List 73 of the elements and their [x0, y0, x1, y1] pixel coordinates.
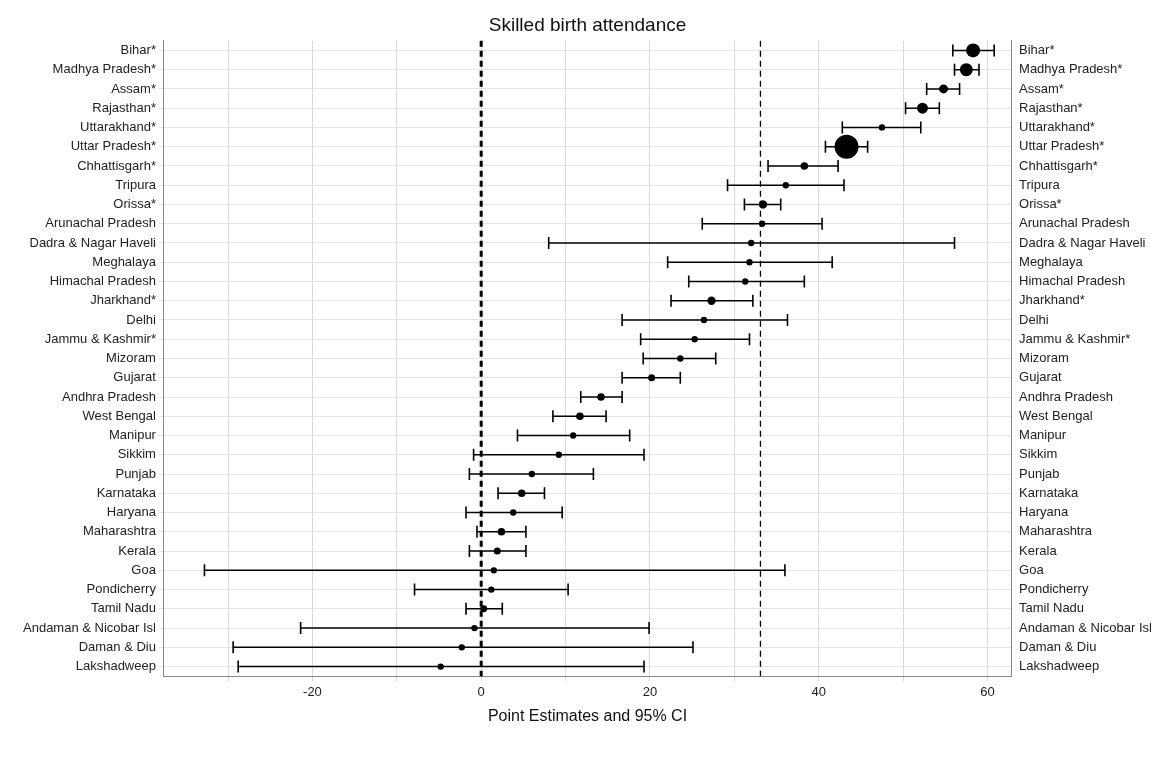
y2-tick-label: Uttarakhand*	[1019, 119, 1095, 135]
y-tick-label: Andhra Pradesh	[62, 388, 156, 404]
y-tick-label: West Bengal	[82, 407, 157, 423]
y-tick-label: Madhya Pradesh*	[52, 61, 156, 77]
y2-tick-label: Madhya Pradesh*	[1019, 61, 1123, 77]
y2-tick-label: Assam*	[1019, 80, 1064, 96]
y2-tick-label: Uttar Pradesh*	[1019, 138, 1105, 154]
y-tick-label: Goa	[131, 561, 157, 577]
y-tick-label: Punjab	[115, 465, 156, 481]
y2-tick-label: Arunachal Pradesh	[1019, 215, 1130, 231]
y2-tick-label: West Bengal	[1019, 407, 1093, 423]
y-tick-label: Dadra & Nagar Haveli	[29, 234, 157, 250]
y2-tick-label: Goa	[1019, 561, 1045, 577]
y-tick-label: Assam*	[111, 80, 156, 96]
y-tick-label: Rajasthan*	[92, 99, 156, 115]
y-tick-label: Jammu & Kashmir*	[44, 330, 156, 346]
y2-tick-label: Kerala	[1019, 542, 1058, 558]
y-tick-label: Karnataka	[96, 484, 157, 500]
y2-tick-label: Himachal Pradesh	[1019, 273, 1126, 289]
y-tick-label: Delhi	[126, 311, 157, 327]
y2-tick-label: Lakshadweep	[1019, 658, 1100, 674]
y2-tick-label: Daman & Diu	[1019, 638, 1097, 654]
y-tick-label: Lakshadweep	[75, 658, 156, 674]
y2-tick-label: Jammu & Kashmir*	[1019, 330, 1131, 346]
y-tick-label: Arunachal Pradesh	[45, 215, 156, 231]
y2-tick-label: Chhattisgarh*	[1019, 157, 1098, 173]
y2-tick-label: Punjab	[1019, 465, 1060, 481]
y-tick-label: Andaman & Nicobar Isl	[23, 619, 157, 635]
y-tick-label: Himachal Pradesh	[49, 273, 156, 289]
x-tick-label: 20	[642, 683, 658, 699]
y-tick-label: Orissa*	[113, 196, 156, 212]
y2-tick-label: Meghalaya	[1019, 253, 1084, 269]
y2-tick-label: Mizoram	[1019, 350, 1069, 366]
y2-tick-label: Rajasthan*	[1019, 99, 1083, 115]
y2-tick-label: Andaman & Nicobar Isl	[1019, 619, 1153, 635]
y-tick-label: Chhattisgarh*	[77, 157, 156, 173]
y2-tick-label: Dadra & Nagar Haveli	[1019, 234, 1146, 250]
y-tick-label: Tamil Nadu	[90, 600, 156, 616]
y-tick-label: Daman & Diu	[78, 638, 156, 654]
y-tick-label: Haryana	[106, 504, 157, 520]
y-tick-label: Mizoram	[106, 350, 156, 366]
y2-tick-label: Tamil Nadu	[1019, 600, 1085, 616]
y2-tick-label: Tripura	[1019, 176, 1061, 192]
y2-tick-label: Jharkhand*	[1019, 292, 1085, 308]
y2-tick-label: Maharashtra	[1019, 523, 1093, 539]
y-tick-label: Meghalaya	[92, 253, 157, 269]
chart-title: Skilled birth attendance	[488, 13, 687, 35]
y-tick-label: Sikkim	[117, 446, 156, 462]
y2-tick-label: Gujarat	[1019, 369, 1063, 385]
y2-tick-label: Manipur	[1019, 427, 1067, 443]
y-tick-label: Bihar*	[120, 42, 156, 58]
y-tick-label: Maharashtra	[82, 523, 157, 539]
y-tick-label: Uttar Pradesh*	[70, 138, 156, 154]
y2-tick-label: Pondicherry	[1019, 581, 1089, 597]
x-tick-label: -20	[303, 683, 322, 699]
y-tick-label: Uttarakhand*	[80, 119, 156, 135]
y2-tick-label: Karnataka	[1019, 484, 1080, 500]
y-tick-label: Kerala	[118, 542, 157, 558]
y2-tick-label: Bihar*	[1019, 42, 1055, 58]
x-tick-label: 60	[980, 683, 995, 699]
y-tick-label: Tripura	[115, 176, 157, 192]
x-axis-title: Point Estimates and 95% CI	[487, 706, 688, 724]
y2-tick-label: Orissa*	[1019, 196, 1062, 212]
y-tick-label: Manipur	[108, 427, 157, 443]
x-tick-label: 0	[477, 683, 485, 699]
y2-tick-label: Haryana	[1019, 504, 1069, 520]
y-tick-label: Jharkhand*	[90, 292, 156, 308]
y2-tick-label: Delhi	[1019, 311, 1049, 327]
x-tick-label: 40	[811, 683, 826, 699]
y-tick-label: Gujarat	[113, 369, 157, 385]
y2-tick-label: Andhra Pradesh	[1019, 388, 1113, 404]
y2-tick-label: Sikkim	[1019, 446, 1058, 462]
y-tick-label: Pondicherry	[86, 581, 157, 597]
